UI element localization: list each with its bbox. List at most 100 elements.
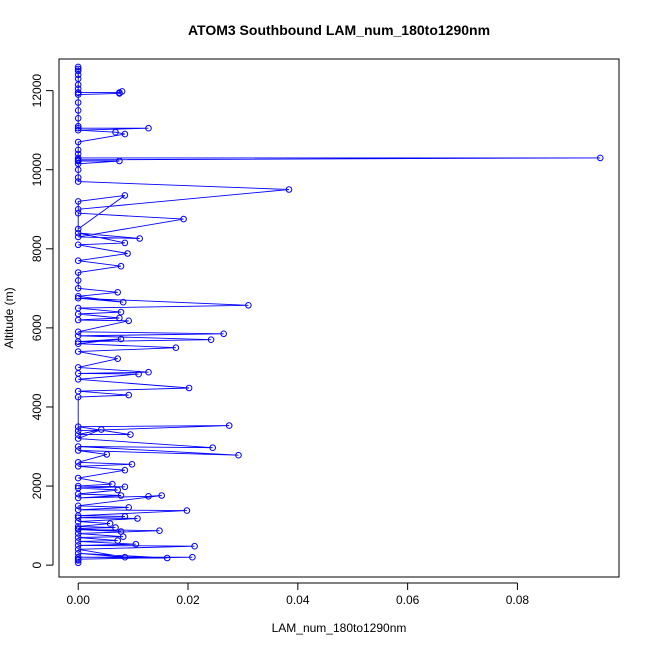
data-point bbox=[74, 122, 82, 130]
data-point bbox=[245, 302, 252, 309]
data-point bbox=[191, 542, 198, 550]
data-point bbox=[74, 67, 82, 75]
data-point bbox=[74, 209, 82, 217]
data-point bbox=[74, 241, 82, 249]
data-point bbox=[597, 154, 604, 162]
data-point bbox=[121, 513, 129, 520]
data-point bbox=[74, 514, 82, 522]
data-point bbox=[74, 89, 82, 96]
data-point bbox=[74, 427, 82, 435]
data-point bbox=[74, 459, 82, 466]
data-point bbox=[117, 492, 125, 499]
chart-title: ATOM3 Southbound LAM_num_180to1290nm bbox=[188, 22, 490, 38]
data-point bbox=[74, 225, 82, 233]
data-point bbox=[74, 490, 82, 498]
data-point bbox=[225, 422, 233, 429]
data-point bbox=[189, 553, 196, 561]
data-point bbox=[74, 91, 82, 98]
data-point bbox=[98, 426, 105, 433]
data-point bbox=[74, 293, 82, 300]
data-point bbox=[183, 507, 191, 514]
data-point bbox=[163, 554, 171, 562]
data-point bbox=[74, 376, 82, 383]
data-point bbox=[116, 314, 123, 322]
data-point bbox=[74, 146, 82, 154]
x-tick-label: 0.06 bbox=[396, 593, 420, 607]
data-point bbox=[74, 443, 82, 450]
x-tick-label: 0.00 bbox=[67, 593, 91, 607]
y-tick-label: 12000 bbox=[30, 74, 44, 108]
data-point bbox=[74, 166, 82, 173]
data-point bbox=[74, 316, 82, 324]
y-tick-label: 6000 bbox=[30, 314, 44, 341]
data-point bbox=[124, 250, 131, 257]
data-point bbox=[207, 336, 215, 344]
data-point bbox=[74, 124, 82, 132]
data-point bbox=[74, 559, 82, 567]
data-point bbox=[106, 520, 114, 527]
data-point bbox=[74, 474, 82, 482]
data-point bbox=[135, 370, 142, 378]
data-point bbox=[74, 435, 82, 442]
data-point bbox=[74, 269, 82, 276]
data-point bbox=[74, 178, 82, 185]
data-point bbox=[74, 285, 82, 292]
plot-area-frame bbox=[58, 58, 620, 578]
data-point bbox=[74, 63, 82, 71]
data-point bbox=[74, 348, 82, 355]
data-point bbox=[74, 233, 82, 241]
data-point bbox=[74, 328, 82, 336]
data-point bbox=[125, 317, 132, 325]
data-point bbox=[74, 157, 82, 165]
data-point bbox=[134, 515, 141, 522]
data-point bbox=[74, 526, 82, 533]
data-point bbox=[103, 451, 111, 458]
data-point bbox=[112, 524, 119, 531]
data-point bbox=[74, 530, 82, 537]
data-point bbox=[114, 289, 121, 296]
data-point bbox=[74, 277, 82, 284]
x-axis: 0.00 0.02 0.04 0.06 0.08 bbox=[67, 582, 530, 607]
data-point bbox=[116, 90, 123, 97]
data-point bbox=[74, 546, 82, 553]
data-point bbox=[74, 534, 82, 541]
y-tick-label: 4000 bbox=[30, 393, 44, 420]
data-point bbox=[156, 527, 163, 535]
data-point bbox=[220, 330, 227, 338]
data-point bbox=[74, 294, 82, 302]
data-point bbox=[145, 493, 152, 500]
series-line bbox=[77, 66, 601, 563]
data-point bbox=[109, 480, 116, 488]
data-point bbox=[74, 557, 82, 564]
data-point bbox=[185, 384, 193, 392]
x-tick-label: 0.04 bbox=[286, 593, 310, 607]
x-tick-label: 0.02 bbox=[176, 593, 200, 607]
data-point bbox=[74, 393, 82, 401]
data-point bbox=[125, 504, 132, 511]
data-point bbox=[74, 523, 82, 530]
data-point bbox=[145, 368, 152, 376]
data-point bbox=[114, 537, 121, 544]
data-point bbox=[74, 126, 82, 134]
data-point bbox=[125, 391, 132, 399]
x-tick-label: 0.08 bbox=[506, 593, 530, 607]
data-point bbox=[121, 553, 129, 561]
y-tick-label: 2000 bbox=[30, 472, 44, 499]
data-point bbox=[74, 463, 82, 470]
data-point bbox=[121, 466, 129, 474]
data-point bbox=[119, 533, 127, 541]
data-point bbox=[112, 128, 119, 136]
data-point bbox=[114, 486, 121, 494]
data-point bbox=[117, 308, 125, 316]
data-point bbox=[121, 130, 129, 138]
data-series bbox=[74, 63, 604, 567]
data-point bbox=[74, 107, 82, 114]
data-point bbox=[74, 206, 82, 213]
data-point bbox=[145, 124, 152, 132]
data-point bbox=[235, 451, 242, 459]
data-point bbox=[74, 482, 82, 490]
data-point bbox=[74, 138, 82, 146]
data-point bbox=[74, 502, 82, 510]
